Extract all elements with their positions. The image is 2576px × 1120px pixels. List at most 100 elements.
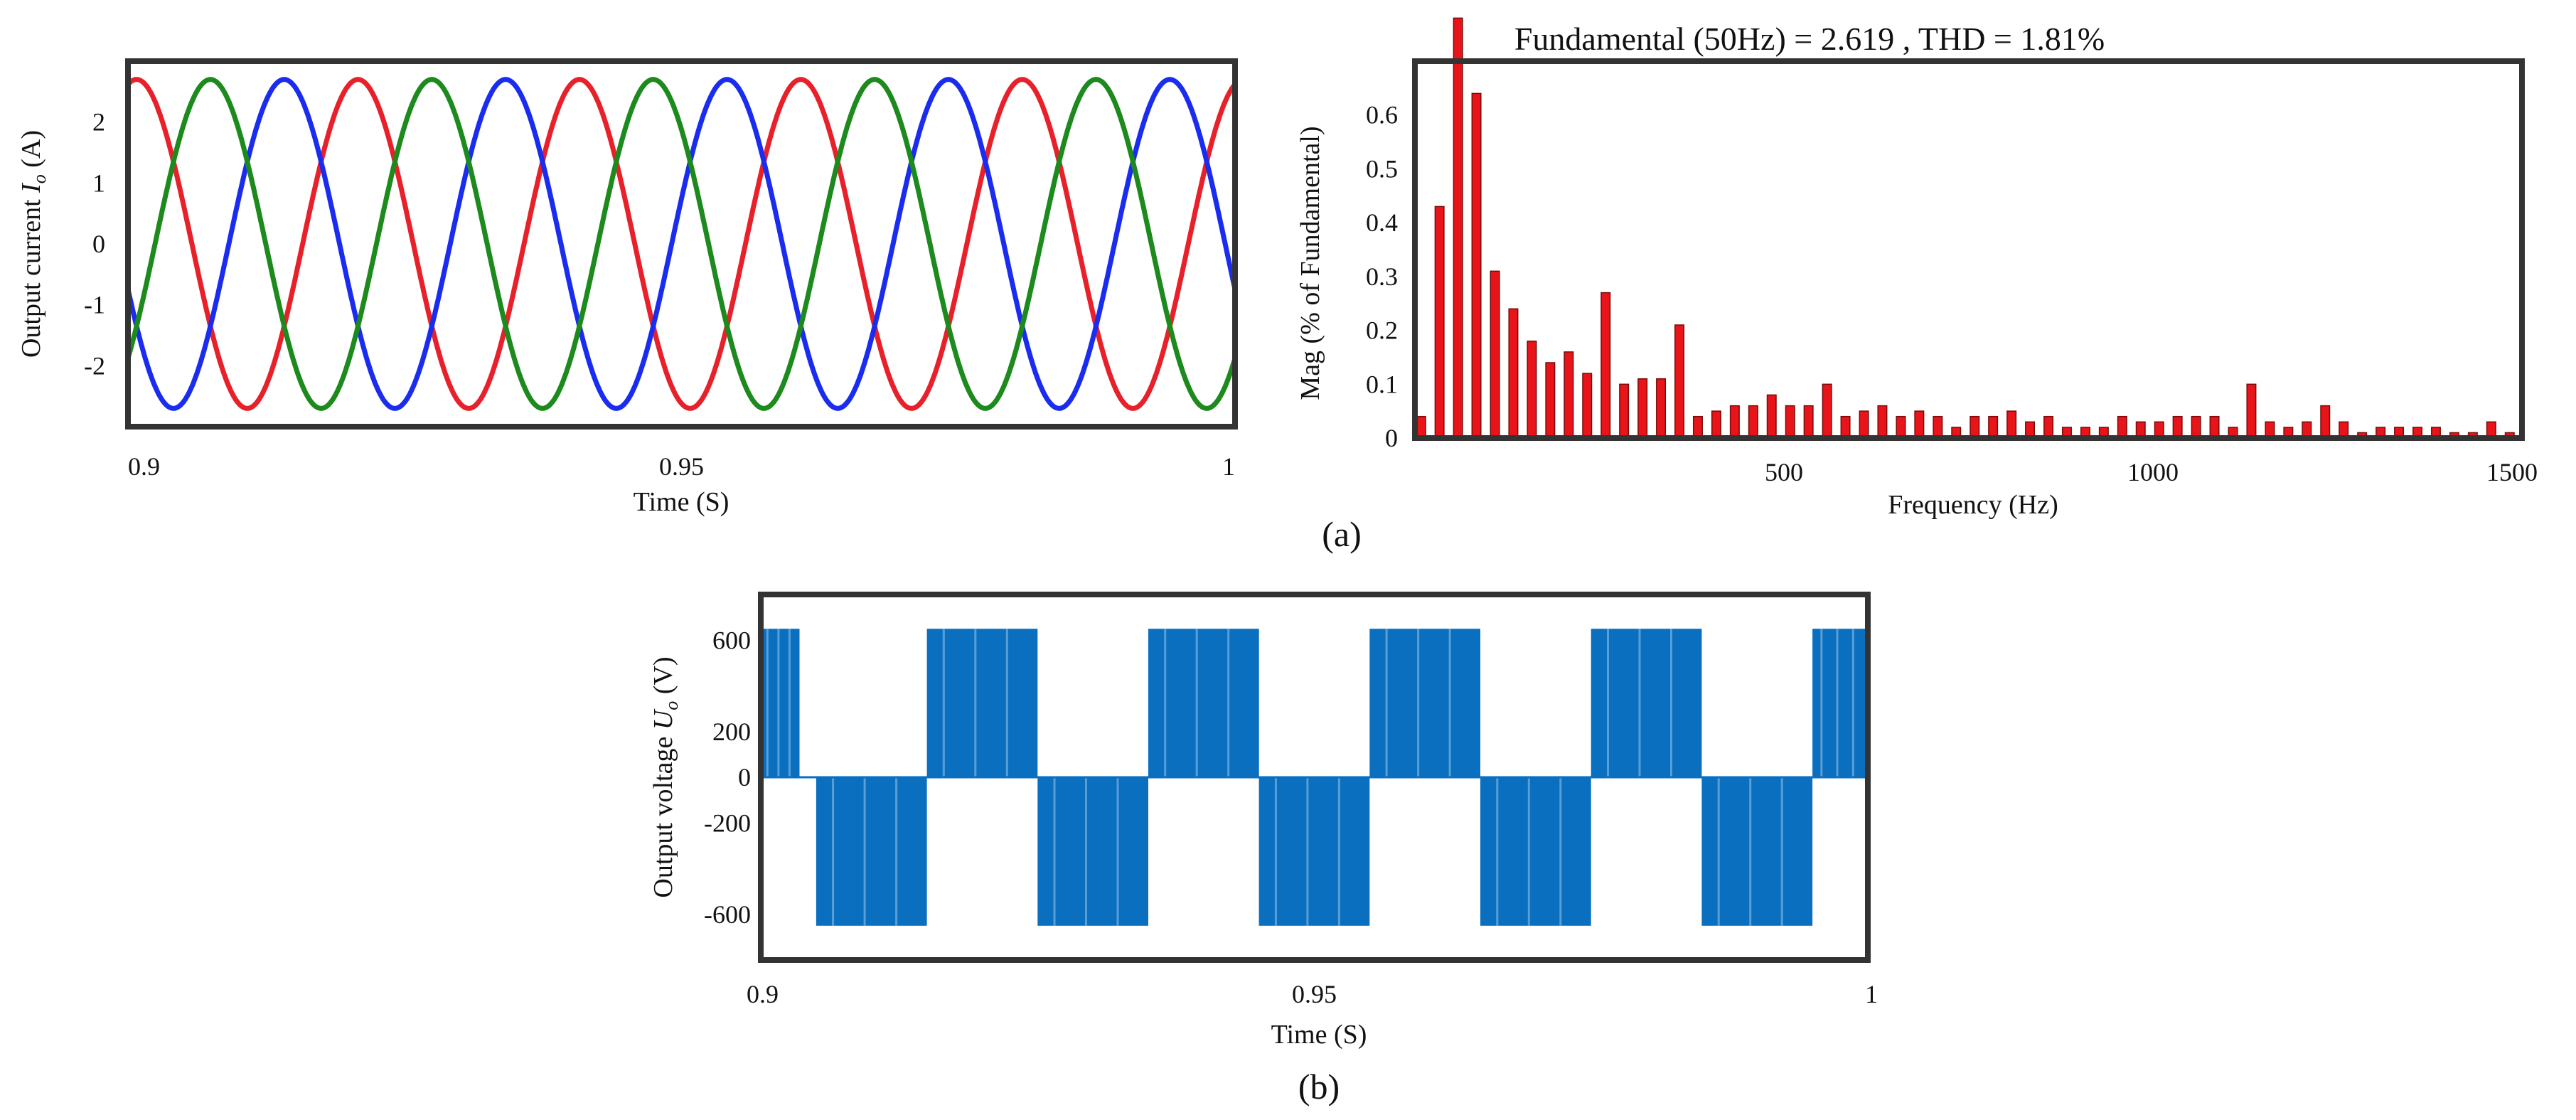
- caption-b: (b): [1298, 1067, 1340, 1106]
- voltage-negative-block-streak: [1306, 777, 1309, 926]
- fft-bar: [1619, 383, 1630, 439]
- fft-bar: [2191, 415, 2201, 439]
- fft-bar: [2209, 415, 2220, 439]
- fft-bar: [1803, 405, 1814, 439]
- voltage-positive-block-streak: [1638, 629, 1641, 777]
- fft-bar: [2320, 405, 2331, 439]
- fft-x-tick-label: 1000: [2127, 458, 2179, 486]
- voltage-positive-block-streak: [1385, 629, 1388, 777]
- voltage-x-tick-label: 0.95: [1292, 980, 1337, 1008]
- voltage-x-axis-label: Time (S): [1271, 1020, 1367, 1050]
- voltage-plot-frame: [758, 592, 1871, 963]
- voltage-negative-block-streak: [1085, 777, 1087, 926]
- voltage-negative-block: [1480, 777, 1591, 926]
- voltage-positive-block-streak: [788, 629, 791, 777]
- fft-y-tick-label: 0: [1385, 424, 1398, 452]
- fft-bar: [2246, 383, 2257, 439]
- fft-bar: [1416, 415, 1426, 439]
- fft-bar: [1785, 405, 1795, 439]
- fft-bar: [1471, 92, 1482, 439]
- voltage-negative-block: [816, 777, 927, 926]
- voltage-negative-block-streak: [832, 777, 835, 926]
- voltage-negative-block-streak: [1527, 777, 1530, 926]
- fft-bar: [2172, 415, 2183, 439]
- voltage-positive-block-streak: [1851, 629, 1854, 777]
- voltage-negative-block: [1258, 777, 1370, 926]
- voltage-positive-block-streak: [1448, 629, 1451, 777]
- fft-chart: Fundamental (50Hz) = 2.619 , THD = 1.81%…: [1295, 17, 2538, 520]
- fft-bar: [1711, 410, 1721, 439]
- voltage-y-tick-label: -200: [704, 809, 751, 837]
- voltage-plot-area: [761, 629, 1868, 926]
- fft-bar: [1453, 17, 1463, 439]
- current-x-tick-label: 1: [1222, 452, 1235, 481]
- fft-bar: [1600, 292, 1611, 439]
- voltage-negative-block: [1701, 777, 1813, 926]
- current-y-label-prefix: Output current: [16, 193, 46, 358]
- current-y-ticks: 2 1 0 -1 -2: [84, 108, 105, 380]
- voltage-positive-block: [1591, 629, 1702, 777]
- fft-y-tick-label: 0.1: [1366, 370, 1398, 398]
- voltage-y-tick-label: -600: [704, 900, 751, 929]
- voltage-negative-block-streak: [1116, 777, 1119, 926]
- fft-bar: [1527, 340, 1537, 439]
- fft-bar: [1656, 378, 1667, 439]
- voltage-y-label-prefix: Output voltage: [648, 730, 678, 897]
- fft-bar: [1840, 415, 1851, 439]
- fft-bar: [1859, 410, 1869, 439]
- voltage-negative-block-streak: [1053, 777, 1056, 926]
- voltage-positive-block-streak: [1607, 629, 1609, 777]
- fft-bar: [1988, 415, 1999, 439]
- fft-bar: [1729, 405, 1740, 439]
- current-y-tick-label: 1: [92, 169, 105, 197]
- current-y-tick-label: -1: [84, 291, 105, 319]
- fft-bar: [1582, 373, 1593, 439]
- caption-a: (a): [1322, 514, 1362, 554]
- voltage-positive-block-streak: [1670, 629, 1672, 777]
- fft-bar: [1637, 378, 1648, 439]
- voltage-negative-block-streak: [1337, 777, 1340, 926]
- fft-bar: [1434, 206, 1445, 439]
- fft-x-ticks: 500 1000 1500: [1765, 458, 2538, 486]
- voltage-negative-block-streak: [863, 777, 866, 926]
- fft-y-ticks: 0 0.1 0.2 0.3 0.4 0.5 0.6: [1366, 101, 1398, 452]
- voltage-y-label-symbol: U: [648, 708, 678, 730]
- current-plot-frame: [125, 58, 1238, 430]
- voltage-positive-block-streak: [1836, 629, 1839, 777]
- fft-x-axis-label: Frequency (Hz): [1888, 490, 2058, 520]
- fft-bar: [1766, 394, 1777, 439]
- voltage-y-tick-label: 0: [738, 763, 751, 791]
- voltage-y-tick-label: 600: [712, 626, 751, 654]
- current-plot-area: [125, 77, 1238, 411]
- voltage-negative-block-streak: [895, 777, 898, 926]
- voltage-negative-block-streak: [1496, 777, 1499, 926]
- current-chart: 2 1 0 -1 -2 0.9 0.95 1 Time (S) Output current…: [16, 58, 1238, 517]
- fft-bar: [1564, 351, 1574, 439]
- fft-y-tick-label: 0.2: [1366, 316, 1398, 345]
- current-y-tick-label: 0: [92, 230, 105, 258]
- voltage-y-ticks: 600 200 0 -200 -600: [704, 626, 751, 929]
- current-series-line: [125, 77, 1238, 411]
- fft-bar: [2006, 410, 2017, 439]
- fft-bar: [1545, 362, 1556, 439]
- fft-bar: [1877, 405, 1888, 439]
- voltage-y-axis-label: Output voltage Uo (V): [648, 656, 682, 897]
- current-series-line: [125, 77, 1238, 411]
- voltage-positive-block-streak: [777, 629, 780, 777]
- current-x-tick-label: 0.9: [128, 452, 160, 481]
- voltage-x-tick-label: 0.9: [747, 980, 779, 1008]
- fft-x-tick-label: 500: [1765, 458, 1803, 486]
- fft-bars: [1416, 17, 2515, 439]
- fft-bar: [1970, 415, 1980, 439]
- fft-y-axis-label: Mag (% of Fundamental): [1295, 126, 1325, 400]
- voltage-positive-block-streak: [1005, 629, 1008, 777]
- current-x-axis-label: Time (S): [634, 487, 729, 517]
- voltage-negative-block-streak: [1274, 777, 1277, 926]
- fft-bar: [2043, 415, 2054, 439]
- fft-x-tick-label: 1500: [2486, 458, 2538, 486]
- voltage-positive-block: [1369, 629, 1480, 777]
- fft-bar: [1896, 415, 1906, 439]
- fft-bar: [1674, 324, 1685, 439]
- current-series-line: [126, 77, 1237, 411]
- fft-bar: [1933, 415, 1943, 439]
